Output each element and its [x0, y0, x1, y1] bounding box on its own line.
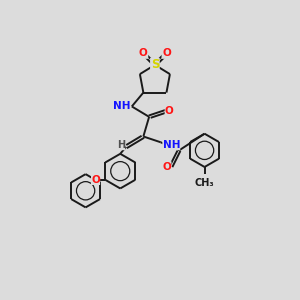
Text: NH: NH — [113, 101, 131, 112]
Text: NH: NH — [163, 140, 180, 150]
Text: O: O — [139, 48, 148, 58]
Text: H: H — [117, 140, 125, 150]
Text: CH₃: CH₃ — [195, 178, 214, 188]
Text: O: O — [91, 175, 100, 185]
Text: O: O — [162, 48, 171, 58]
Text: O: O — [163, 161, 171, 172]
Text: S: S — [151, 58, 159, 71]
Text: O: O — [165, 106, 174, 116]
